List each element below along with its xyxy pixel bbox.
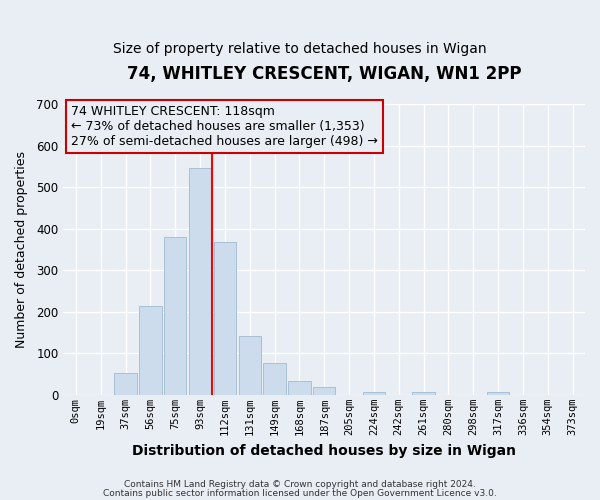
Text: Contains public sector information licensed under the Open Government Licence v3: Contains public sector information licen… bbox=[103, 488, 497, 498]
Bar bbox=[239, 336, 261, 395]
Text: Contains HM Land Registry data © Crown copyright and database right 2024.: Contains HM Land Registry data © Crown c… bbox=[124, 480, 476, 489]
Bar bbox=[214, 242, 236, 395]
Bar bbox=[363, 392, 385, 395]
Bar bbox=[313, 387, 335, 395]
Bar bbox=[263, 364, 286, 395]
Bar bbox=[115, 373, 137, 395]
Bar bbox=[189, 168, 211, 395]
Text: Size of property relative to detached houses in Wigan: Size of property relative to detached ho… bbox=[113, 42, 487, 56]
Bar bbox=[139, 306, 161, 395]
Text: 74 WHITLEY CRESCENT: 118sqm
← 73% of detached houses are smaller (1,353)
27% of : 74 WHITLEY CRESCENT: 118sqm ← 73% of det… bbox=[71, 106, 378, 148]
Bar bbox=[288, 381, 311, 395]
Bar bbox=[487, 392, 509, 395]
X-axis label: Distribution of detached houses by size in Wigan: Distribution of detached houses by size … bbox=[132, 444, 516, 458]
Y-axis label: Number of detached properties: Number of detached properties bbox=[15, 151, 28, 348]
Bar bbox=[164, 236, 187, 395]
Bar bbox=[412, 392, 435, 395]
Title: 74, WHITLEY CRESCENT, WIGAN, WN1 2PP: 74, WHITLEY CRESCENT, WIGAN, WN1 2PP bbox=[127, 65, 521, 83]
